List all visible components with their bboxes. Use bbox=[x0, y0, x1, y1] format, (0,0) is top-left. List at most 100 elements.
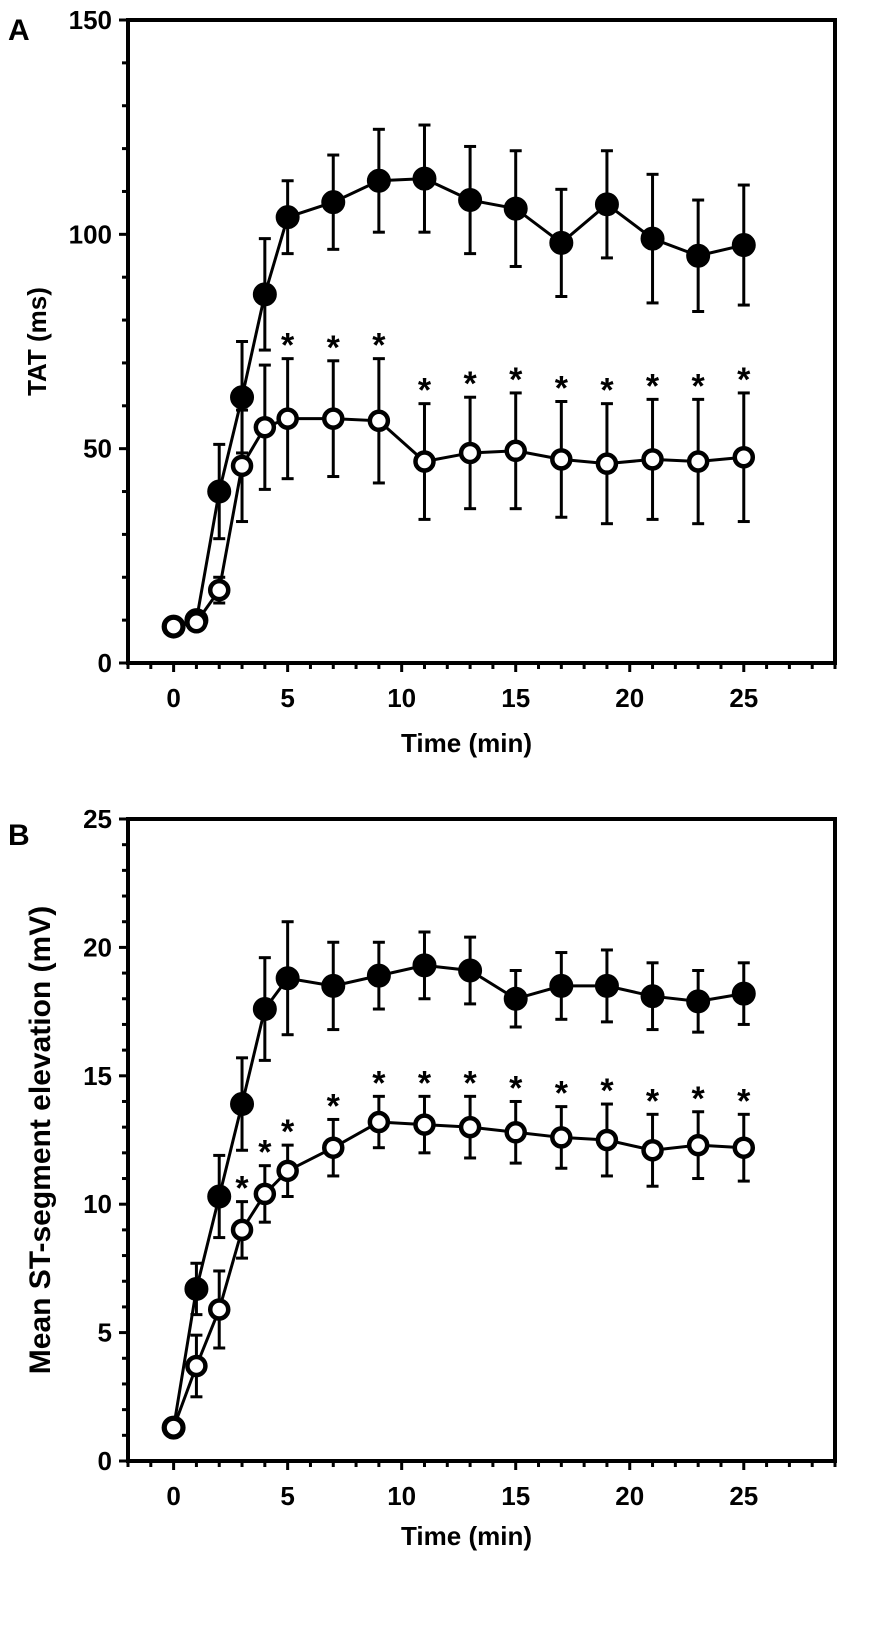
data-point bbox=[504, 1121, 527, 1144]
series-filled bbox=[161, 123, 756, 639]
panel-a-y-axis: 0 50 100 150 bbox=[69, 5, 128, 678]
significance-asterisk: * bbox=[372, 327, 386, 365]
data-point bbox=[412, 953, 437, 978]
data-point bbox=[230, 1218, 254, 1242]
data-point bbox=[731, 981, 756, 1006]
significance-asterisk: * bbox=[646, 367, 660, 405]
data-point bbox=[207, 578, 231, 602]
x-tick-label: 0 bbox=[166, 1481, 180, 1511]
data-point bbox=[686, 1133, 710, 1157]
data-point bbox=[276, 1159, 299, 1183]
data-point bbox=[640, 984, 665, 1009]
data-point bbox=[550, 1126, 573, 1149]
significance-asterisk: * bbox=[555, 1075, 569, 1113]
data-point bbox=[594, 192, 619, 217]
data-point bbox=[731, 233, 756, 258]
x-tick-label: 10 bbox=[387, 683, 416, 713]
data-point bbox=[321, 973, 346, 998]
data-point bbox=[504, 439, 527, 463]
data-point bbox=[686, 989, 711, 1014]
data-point bbox=[322, 1136, 345, 1159]
data-point bbox=[413, 1113, 436, 1136]
data-point bbox=[230, 385, 255, 410]
data-point bbox=[366, 963, 391, 988]
x-tick-label: 5 bbox=[280, 683, 294, 713]
significance-asterisk: * bbox=[509, 1069, 523, 1107]
data-point bbox=[503, 196, 528, 221]
data-point bbox=[458, 441, 482, 465]
significance-asterisk: * bbox=[463, 365, 477, 403]
significance-asterisk: * bbox=[692, 1080, 706, 1118]
data-point bbox=[184, 1276, 209, 1301]
data-point bbox=[549, 230, 574, 255]
panel-a-x-axis: 0 5 10 15 20 25 bbox=[126, 663, 837, 713]
significance-asterisk: * bbox=[372, 1064, 386, 1102]
panel-b-series-group: ***** * * * * * * * * bbox=[161, 920, 756, 1440]
data-point bbox=[732, 1136, 756, 1159]
significance-asterisk: * bbox=[646, 1082, 660, 1120]
significance-asterisk: * bbox=[600, 372, 614, 410]
data-point bbox=[595, 452, 619, 475]
panel-b-letter: B bbox=[8, 819, 30, 852]
series-filled-line bbox=[173, 177, 745, 629]
panel-a-plot-frame bbox=[126, 18, 837, 665]
significance-asterisk: * bbox=[281, 1113, 295, 1151]
panel-a-series-group: * * * * * * * * * * * bbox=[161, 123, 756, 639]
data-point bbox=[276, 407, 299, 430]
significance-asterisk: * bbox=[418, 1064, 432, 1102]
data-point bbox=[413, 450, 436, 473]
significance-asterisk: * bbox=[327, 329, 341, 367]
y-tick-label: 50 bbox=[83, 434, 112, 464]
data-point bbox=[253, 1182, 277, 1206]
x-tick-label: 20 bbox=[615, 683, 644, 713]
significance-asterisk: * bbox=[737, 1082, 751, 1120]
data-point bbox=[321, 190, 346, 215]
series-open-line bbox=[173, 417, 744, 629]
data-point bbox=[207, 479, 232, 504]
significance-asterisk: * bbox=[327, 1087, 341, 1125]
series-filled-line bbox=[172, 963, 745, 1428]
significance-asterisk: * bbox=[692, 367, 706, 405]
panel-a-letter: A bbox=[8, 14, 30, 47]
x-tick-label: 25 bbox=[729, 1481, 758, 1511]
data-point bbox=[412, 166, 437, 191]
data-point bbox=[367, 409, 391, 433]
significance-asterisk: * bbox=[555, 370, 569, 408]
y-tick-label: 25 bbox=[83, 804, 112, 834]
y-tick-label: 100 bbox=[69, 219, 112, 249]
series-open-line bbox=[172, 1120, 744, 1429]
panel-b-x-axis-label: Time (min) bbox=[401, 1521, 532, 1551]
data-point bbox=[594, 973, 619, 998]
y-tick-label: 0 bbox=[98, 1446, 112, 1476]
data-point bbox=[252, 282, 277, 307]
significance-asterisk: * bbox=[509, 361, 523, 399]
x-tick-label: 15 bbox=[501, 683, 530, 713]
y-tick-label: 5 bbox=[98, 1318, 112, 1348]
x-tick-label: 10 bbox=[387, 1481, 416, 1511]
y-tick-label: 10 bbox=[83, 1189, 112, 1219]
y-tick-label: 0 bbox=[98, 648, 112, 678]
data-point bbox=[275, 966, 300, 991]
data-point bbox=[162, 1416, 185, 1439]
data-point bbox=[641, 1139, 664, 1162]
data-point bbox=[322, 407, 345, 430]
series-filled bbox=[161, 920, 756, 1440]
panel-a: A 0 50 100 150 0 5 10 15 20 25 * * * * * * * * * * * Time … bbox=[8, 5, 837, 758]
panel-b-x-axis: 0 5 10 15 20 25 bbox=[126, 1461, 837, 1511]
significance-asterisk: * bbox=[258, 1134, 272, 1172]
data-point bbox=[458, 188, 483, 213]
significance-asterisk: * bbox=[281, 327, 295, 365]
data-point bbox=[640, 226, 665, 251]
panel-b-y-axis: 0 5 10 15 20 25 bbox=[83, 804, 128, 1476]
data-point bbox=[252, 997, 277, 1022]
x-tick-label: 20 bbox=[615, 1481, 644, 1511]
data-point bbox=[458, 958, 483, 983]
panel-a-y-axis-label: TAT (ms) bbox=[22, 287, 52, 396]
data-point bbox=[549, 973, 574, 998]
significance-asterisk: * bbox=[235, 1170, 249, 1208]
data-point bbox=[595, 1128, 619, 1152]
significance-asterisk: * bbox=[737, 361, 751, 399]
significance-asterisk: * bbox=[600, 1072, 614, 1110]
